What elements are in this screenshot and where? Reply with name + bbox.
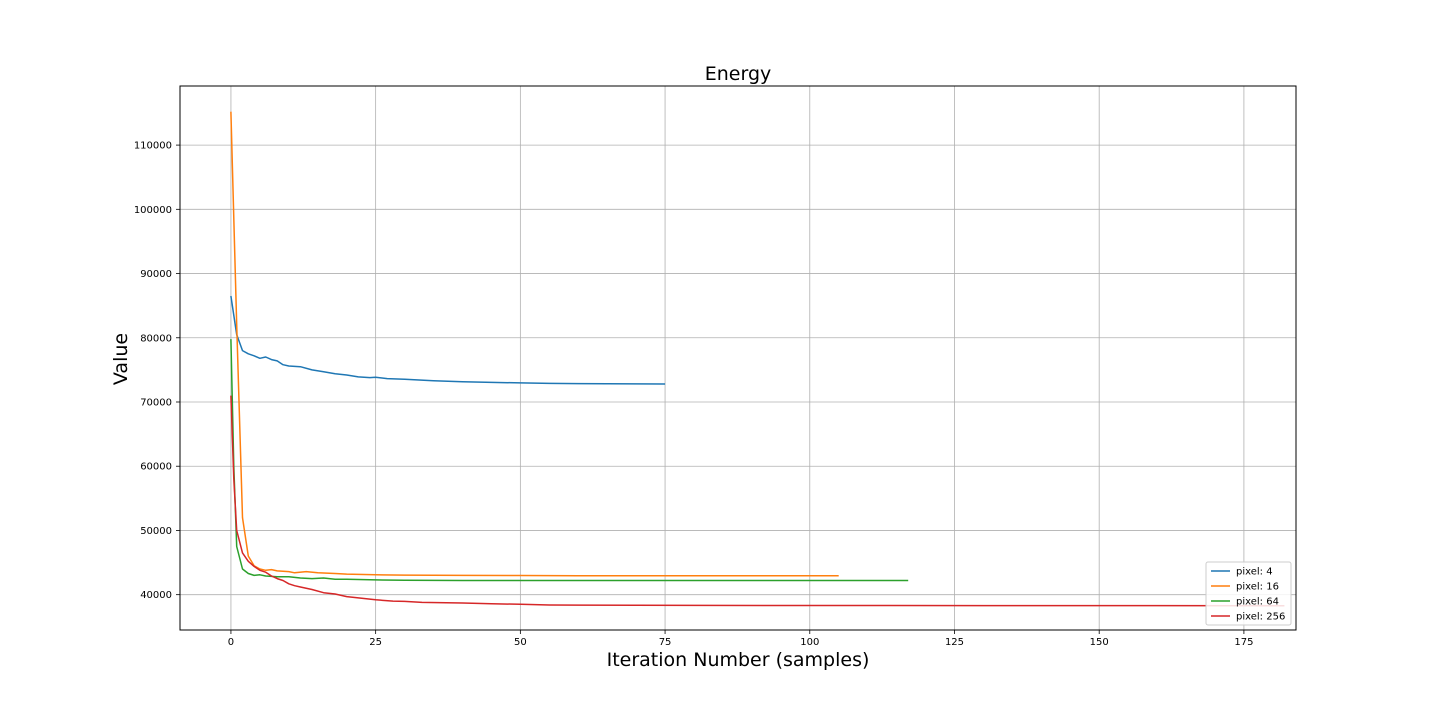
y-tick-label: 40000 xyxy=(140,590,172,601)
legend-entry: pixel: 16 xyxy=(1236,582,1279,593)
legend-box xyxy=(1205,561,1292,626)
y-tick-label: 80000 xyxy=(140,333,172,344)
y-tick-label: 50000 xyxy=(140,526,172,537)
legend-entry: pixel: 64 xyxy=(1236,597,1279,608)
x-tick-label: 100 xyxy=(800,637,819,648)
y-tick-label: 90000 xyxy=(140,269,172,280)
x-axis-label: Iteration Number (samples) xyxy=(607,649,870,671)
chart-title: Energy xyxy=(705,63,772,85)
y-axis-label: Value xyxy=(110,333,132,385)
legend-entry: pixel: 256 xyxy=(1236,612,1285,623)
x-tick-label: 50 xyxy=(514,637,527,648)
y-axis-ticks: 40000 50000 60000 70000 80000 90000 100000 1100… xyxy=(134,141,180,601)
x-tick-label: 0 xyxy=(228,637,234,648)
x-tick-label: 125 xyxy=(945,637,964,648)
x-tick-label: 150 xyxy=(1090,637,1109,648)
series-line-3 xyxy=(230,339,909,582)
x-axis-ticks: 0 25 50 75 100 125 150 175 xyxy=(228,630,1253,648)
y-tick-label: 100000 xyxy=(134,205,172,216)
series-line-4 xyxy=(230,395,1285,607)
y-tick-label: 110000 xyxy=(134,141,172,152)
y-tick-label: 70000 xyxy=(140,397,172,408)
y-tick-label: 60000 xyxy=(140,462,172,473)
plot-area-frame xyxy=(179,85,1297,631)
x-tick-label: 75 xyxy=(659,637,672,648)
grid-lines xyxy=(180,86,1296,630)
series-lines xyxy=(230,111,1285,607)
series-line-2 xyxy=(230,111,839,577)
series-line-1 xyxy=(230,295,666,385)
legend-entry: pixel: 4 xyxy=(1236,567,1273,578)
x-tick-label: 25 xyxy=(369,637,382,648)
legend: pixel: 4 pixel: 16 pixel: 64 pixel: 256 xyxy=(1205,561,1292,626)
x-tick-label: 175 xyxy=(1234,637,1253,648)
